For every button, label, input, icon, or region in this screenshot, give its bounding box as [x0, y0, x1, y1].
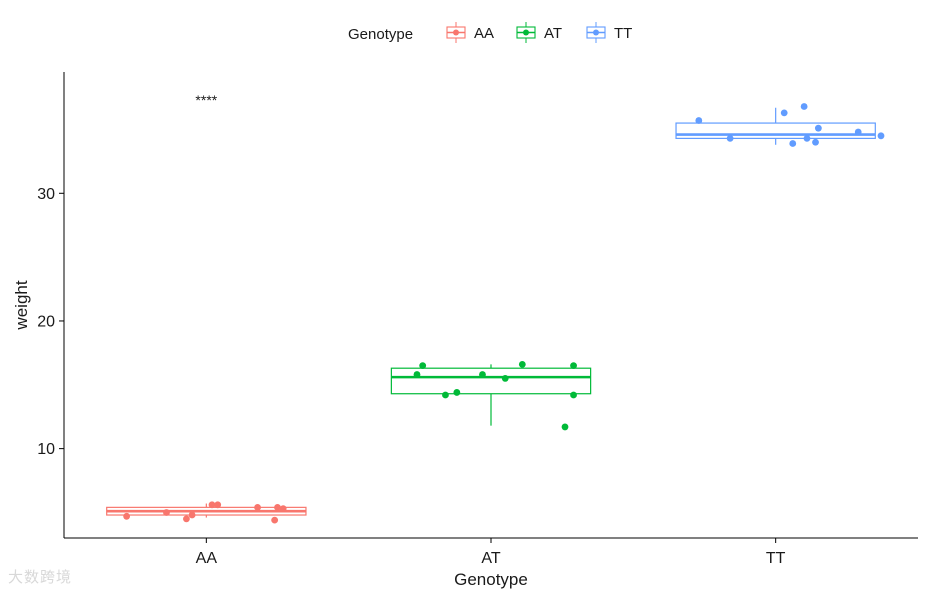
- data-point-TT: [726, 134, 734, 142]
- axes: 10 20 30 AA AT TT weight Genotype ****: [12, 72, 918, 589]
- legend-key-AT: AT: [516, 22, 562, 43]
- data-point-AA: [183, 515, 190, 523]
- legend-label-TT: TT: [614, 25, 632, 42]
- data-point-TT: [800, 103, 808, 110]
- data-point-TT: [812, 138, 819, 146]
- box-rect: [675, 122, 876, 139]
- box-AT: [390, 364, 592, 426]
- data-point-AT: [570, 362, 577, 370]
- data-point-AA: [208, 501, 216, 509]
- y-tick-label: 10: [37, 441, 55, 458]
- data-point-AA: [214, 501, 222, 509]
- data-point-TT: [695, 117, 703, 124]
- data-point-AT: [518, 360, 526, 368]
- data-point-AA: [163, 509, 170, 516]
- data-point-AA: [271, 516, 279, 524]
- data-point-TT: [803, 134, 811, 142]
- legend-label-AA: AA: [474, 25, 494, 42]
- data-point-TT: [789, 140, 797, 147]
- box-AA: [106, 503, 307, 518]
- box-rect: [390, 367, 592, 395]
- data-point-TT: [877, 132, 885, 140]
- x-tick-label: TT: [766, 550, 786, 567]
- data-point-TT: [780, 109, 788, 117]
- x-tick-label: AT: [481, 550, 500, 567]
- data-point-AT: [442, 391, 449, 399]
- legend-key-point: [453, 29, 459, 36]
- data-point-AT: [501, 375, 509, 382]
- legend-key-point: [593, 29, 599, 36]
- data-point-AA: [279, 505, 287, 513]
- x-tick-label: AA: [196, 550, 218, 567]
- data-point-AT: [561, 423, 569, 431]
- data-point-AA: [274, 503, 281, 511]
- legend-title: Genotype: [348, 26, 413, 43]
- data-point-AT: [419, 362, 427, 370]
- watermark: 大数跨境: [8, 568, 73, 586]
- data-point-TT: [854, 128, 862, 136]
- legend-label-AT: AT: [544, 25, 562, 42]
- data-point-AA: [254, 503, 261, 511]
- x-axis-label: Genotype: [454, 570, 528, 589]
- y-tick-label: 30: [37, 186, 55, 203]
- y-tick-label: 20: [37, 313, 55, 330]
- legend: Genotype AA AT TT: [348, 22, 632, 43]
- data-point-AA: [123, 512, 131, 520]
- y-axis-label: weight: [12, 280, 31, 330]
- data-point-TT: [814, 124, 822, 132]
- data-point-AT: [453, 389, 461, 396]
- legend-key-point: [523, 29, 529, 36]
- legend-key-AA: AA: [446, 22, 494, 43]
- plot-area: [106, 103, 885, 524]
- significance-annotation: ****: [195, 92, 217, 108]
- data-point-AT: [570, 391, 577, 399]
- legend-key-TT: TT: [586, 22, 632, 43]
- data-point-AA: [188, 511, 196, 519]
- data-point-AT: [413, 371, 421, 378]
- box-TT: [675, 107, 876, 145]
- data-point-AT: [479, 371, 486, 378]
